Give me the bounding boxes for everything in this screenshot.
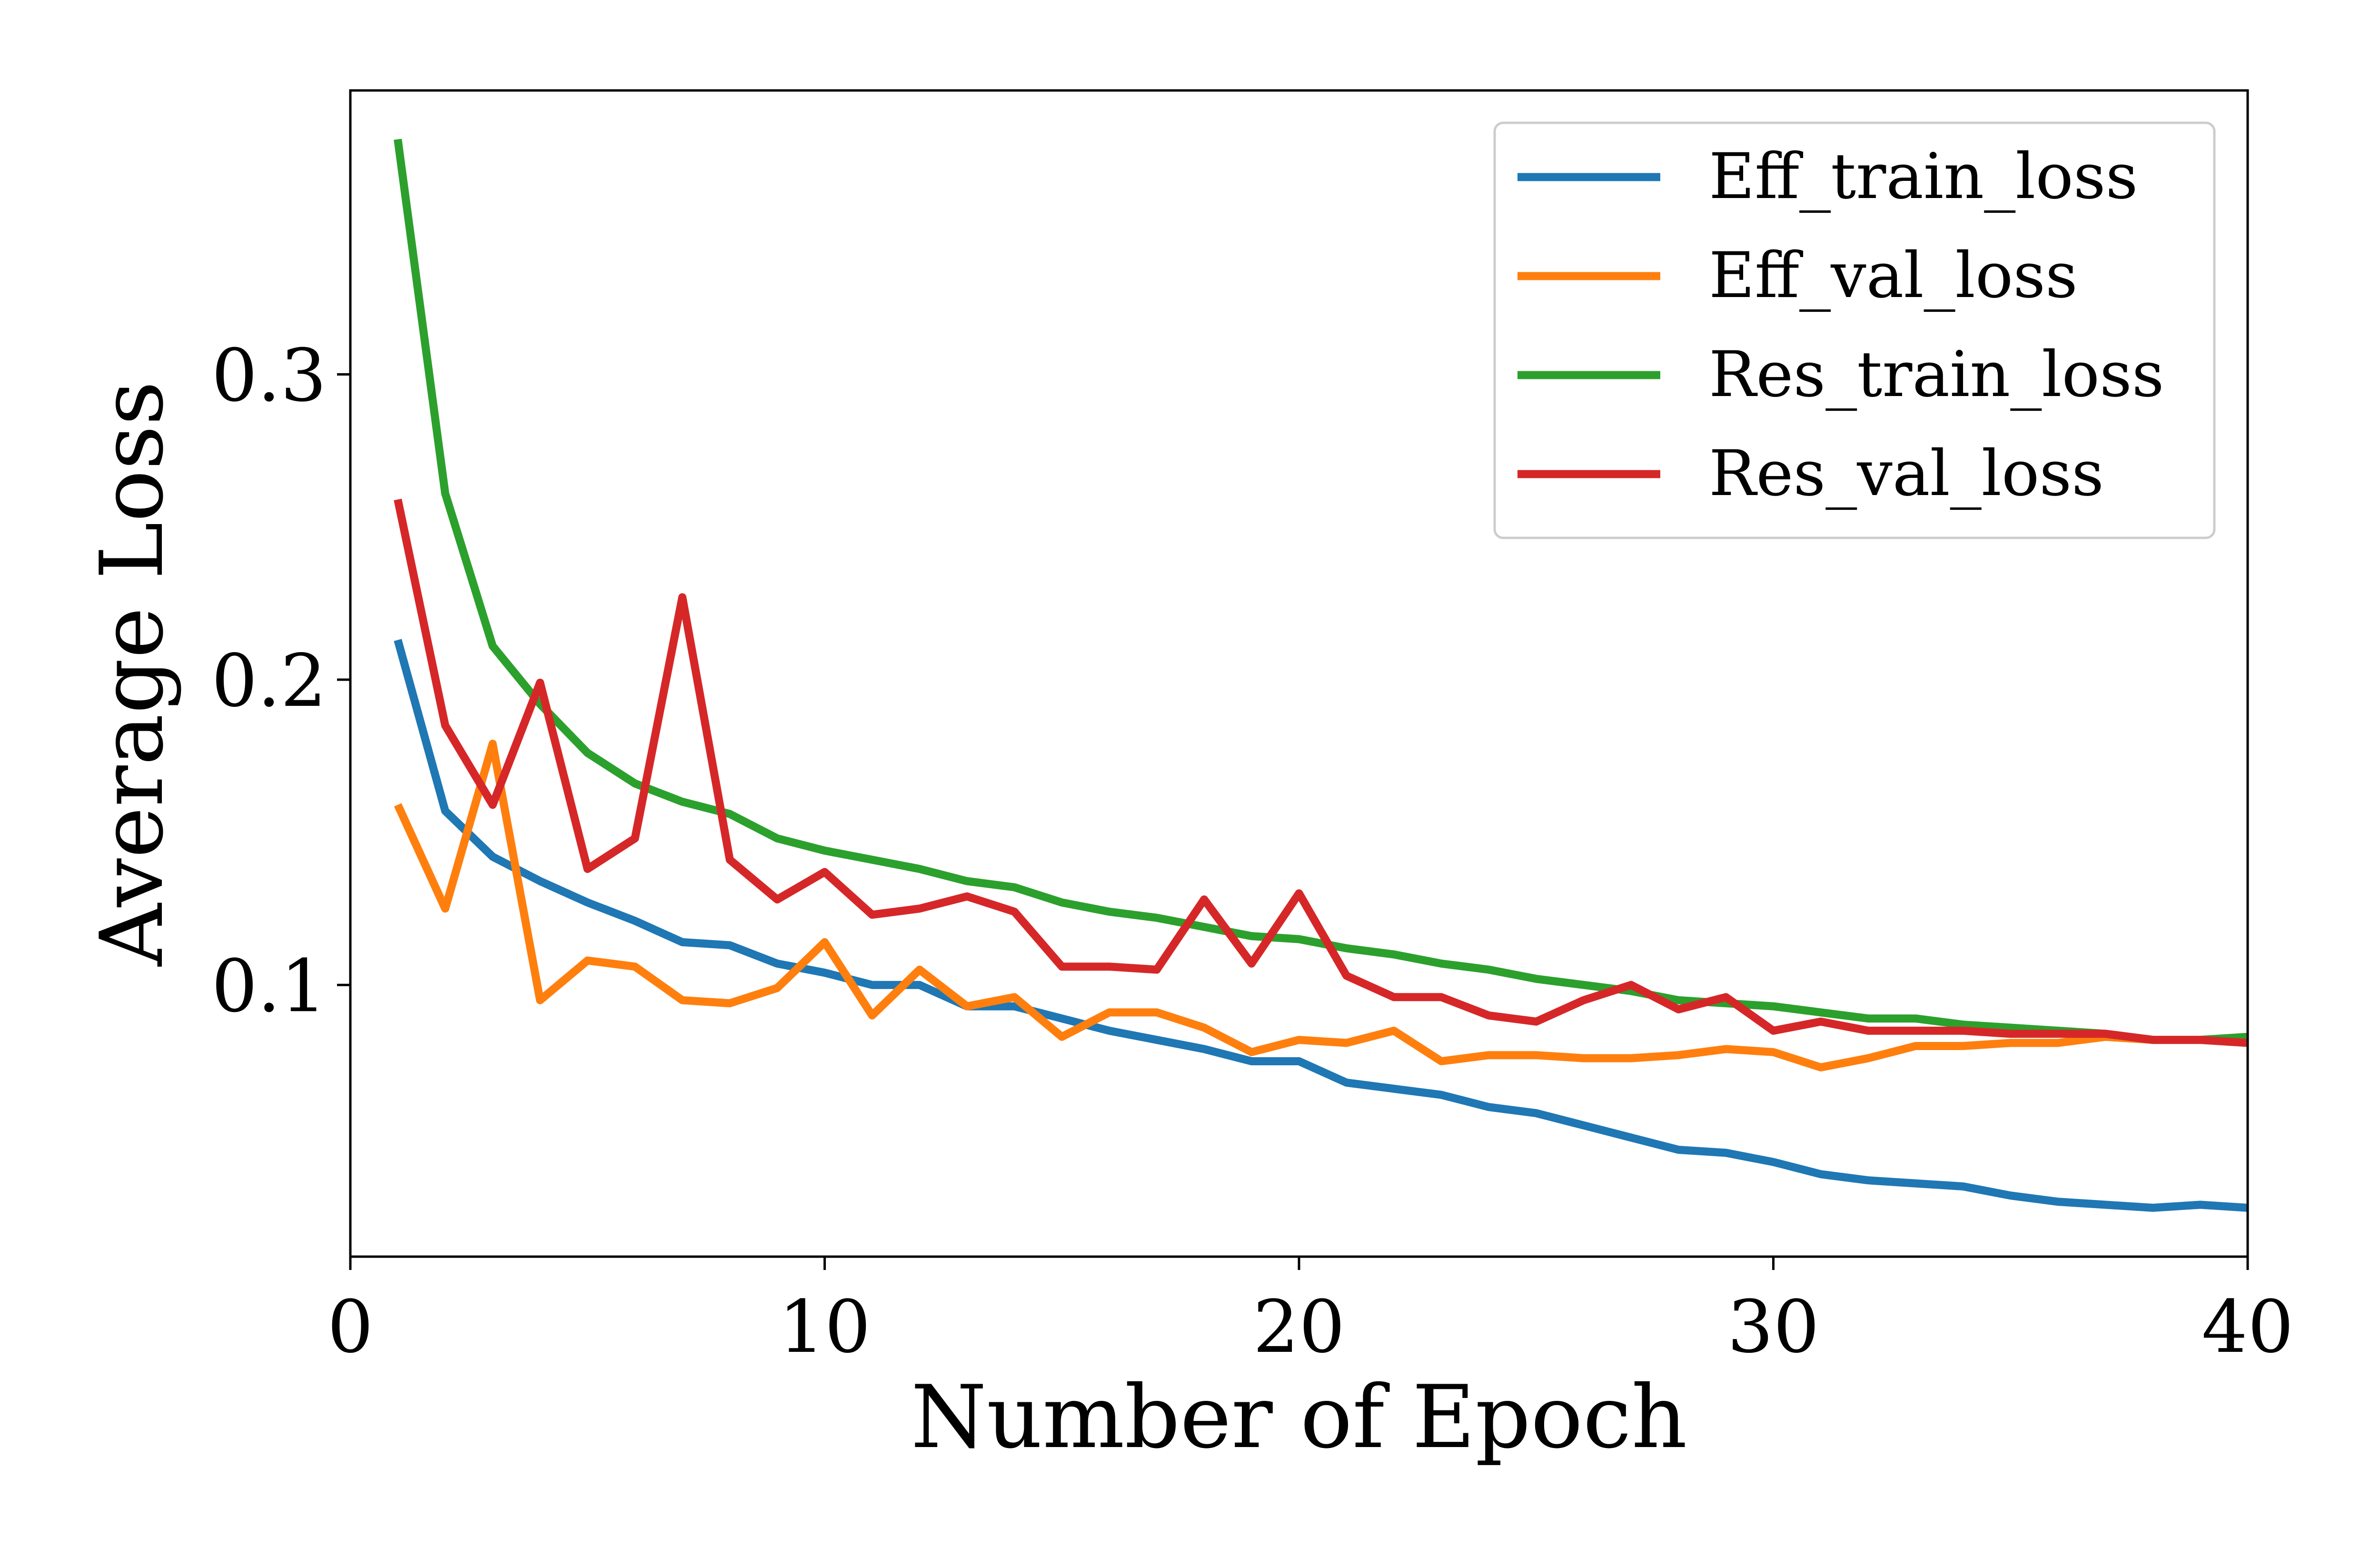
series-line-res-val-loss [394,498,2248,1047]
series-line-eff-val-loss [394,740,2248,1071]
y-tick-label: 0.2 [211,639,327,723]
legend-label: Eff_val_loss [1709,239,2078,312]
legend-label: Res_val_loss [1709,437,2104,510]
series-line-res-train-loss [394,139,2248,1044]
y-axis-ticks: 0.1 0.2 0.3 [211,333,350,1028]
y-tick-label: 0.1 [211,944,327,1028]
legend-label: Res_train_loss [1709,338,2164,411]
legend-box [1493,121,2216,539]
x-tick-label: 30 [1727,1285,1819,1369]
y-axis-label: Average Loss [81,381,182,967]
legend-label: Eff_train_loss [1709,140,2138,213]
x-tick-label: 20 [1253,1285,1345,1369]
x-tick-label: 40 [2202,1285,2293,1369]
series-line-eff-train-loss [394,639,2248,1212]
plot-lines [394,139,2248,1212]
y-tick-label: 0.3 [211,333,327,417]
x-tick-label: 10 [779,1285,871,1369]
x-tick-label: 0 [327,1285,374,1369]
legend: Eff_train_loss Eff_val_loss Res_train_loss… [1493,121,2216,539]
x-axis-label: Number of Epoch [911,1367,1687,1468]
x-axis-ticks: 0 10 20 30 40 [327,1257,2294,1369]
